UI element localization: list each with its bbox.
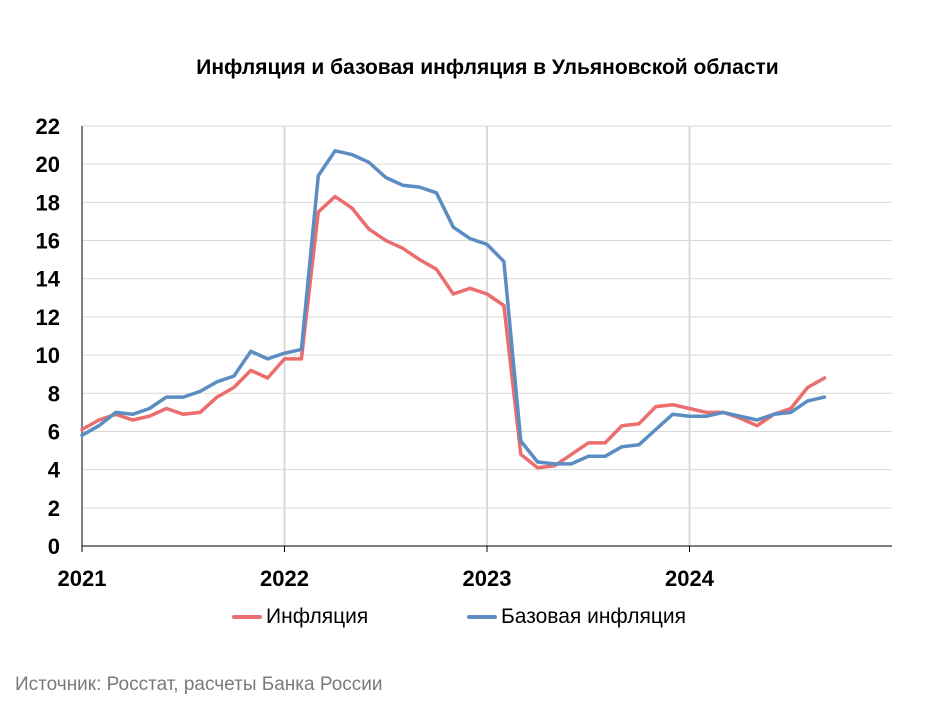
y-tick-label: 2 [48,496,60,521]
x-tick-label: 2021 [58,566,107,591]
y-tick-label: 14 [36,267,61,292]
y-tick-label: 0 [48,534,60,559]
chart-title: Инфляция и базовая инфляция в Ульяновско… [196,56,779,79]
y-tick-label: 10 [36,343,60,368]
x-tick-label: 2023 [463,566,512,591]
y-tick-label: 4 [48,458,61,483]
legend-label-inflation: Инфляция [266,605,369,628]
legend: Инфляция Базовая инфляция [0,605,937,635]
y-tick-label: 18 [36,190,60,215]
legend-swatch-core-inflation [467,615,497,619]
y-tick-label: 16 [36,229,60,254]
legend-swatch-inflation [232,615,262,619]
legend-item-inflation: Инфляция [232,605,368,629]
series-line-core-inflation [80,149,827,466]
x-tick-label: 2022 [260,566,309,591]
legend-label-core-inflation: Базовая инфляция [501,605,687,628]
y-tick-label: 6 [48,419,60,444]
x-tick-label: 2024 [665,566,715,591]
source-note: Источник: Росстат, расчеты Банка России [15,674,383,695]
legend-item-core-inflation: Базовая инфляция [467,605,686,629]
y-tick-label: 12 [36,305,60,330]
y-tick-label: 20 [36,152,60,177]
y-tick-label: 22 [36,114,60,139]
series-line-inflation [80,194,827,470]
y-tick-label: 8 [48,381,60,406]
